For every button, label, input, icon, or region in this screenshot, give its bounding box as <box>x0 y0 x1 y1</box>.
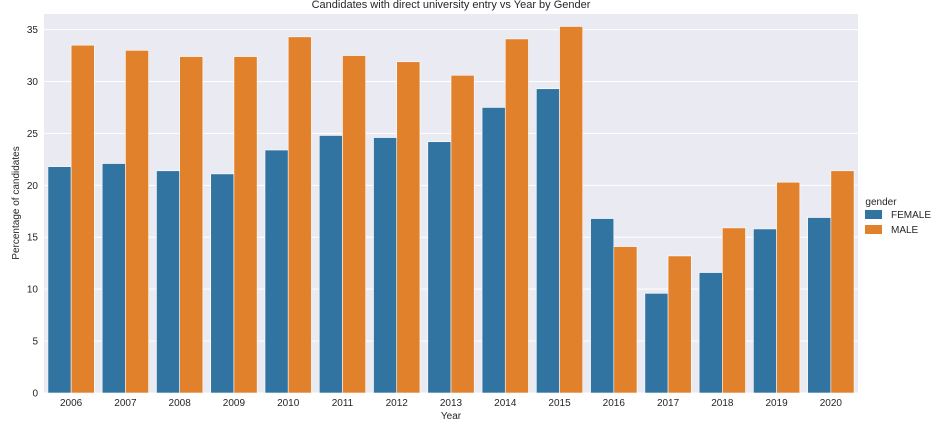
legend-label-male: MALE <box>891 225 919 236</box>
y-tick-label: 10 <box>27 285 39 296</box>
x-tick-label: 2017 <box>657 398 680 409</box>
x-tick-label: 2013 <box>440 398 463 409</box>
y-tick-label: 5 <box>32 337 38 348</box>
bar-male-2007 <box>125 50 149 394</box>
bars <box>47 26 855 394</box>
bar-female-2016 <box>590 218 615 394</box>
legend-title: gender <box>865 197 897 208</box>
bar-female-2013 <box>427 141 452 394</box>
bar-male-2009 <box>233 56 258 394</box>
bar-male-2016 <box>613 246 638 394</box>
bar-female-2019 <box>753 228 777 394</box>
bar-male-2008 <box>179 56 204 394</box>
bar-female-2009 <box>210 173 235 394</box>
x-tick-label: 2012 <box>386 398 409 409</box>
x-axis-title: Year <box>441 411 462 422</box>
bar-female-2015 <box>536 88 560 394</box>
y-axis-title: Percentage of candidates <box>11 146 22 259</box>
bar-male-2011 <box>342 55 366 394</box>
x-tick-label: 2006 <box>60 398 83 409</box>
legend: gender FEMALE MALE <box>865 197 931 236</box>
y-tick-label: 20 <box>27 181 39 192</box>
x-tick-label: 2008 <box>169 398 192 409</box>
bar-female-2017 <box>644 293 669 394</box>
legend-swatch-male <box>865 225 882 234</box>
bar-male-2020 <box>830 170 855 394</box>
bar-female-2012 <box>373 137 398 394</box>
chart-title: Candidates with direct university entry … <box>312 0 591 11</box>
bar-female-2008 <box>156 170 180 394</box>
x-axis-ticks: 2006 2007 2008 2009 2010 2011 2012 2013 2014 2015… <box>60 398 842 409</box>
x-tick-label: 2007 <box>114 398 137 409</box>
x-tick-label: 2009 <box>223 398 246 409</box>
bar-female-2011 <box>318 135 343 394</box>
x-tick-label: 2010 <box>277 398 300 409</box>
bar-male-2012 <box>396 61 421 394</box>
bar-male-2018 <box>722 227 746 394</box>
bar-female-2018 <box>698 272 723 394</box>
bar-male-2015 <box>559 26 584 394</box>
y-tick-label: 25 <box>27 129 39 140</box>
bar-male-2017 <box>667 255 692 394</box>
bar-female-2010 <box>264 149 289 394</box>
bar-female-2006 <box>47 166 72 394</box>
bar-male-2010 <box>287 36 312 394</box>
bar-male-2014 <box>504 38 529 394</box>
x-tick-label: 2015 <box>548 398 571 409</box>
y-axis-ticks: 0 5 10 15 20 25 30 35 <box>27 25 39 399</box>
x-tick-label: 2016 <box>603 398 626 409</box>
x-tick-label: 2019 <box>765 398 788 409</box>
bar-female-2020 <box>807 217 832 394</box>
y-tick-label: 0 <box>32 389 38 400</box>
bar-male-2006 <box>70 44 95 394</box>
y-tick-label: 15 <box>27 233 39 244</box>
x-tick-label: 2018 <box>711 398 734 409</box>
y-tick-label: 30 <box>27 77 39 88</box>
x-tick-label: 2020 <box>820 398 843 409</box>
bar-female-2014 <box>481 107 506 394</box>
x-tick-label: 2011 <box>332 398 354 409</box>
legend-label-female: FEMALE <box>891 210 931 221</box>
bar-female-2007 <box>101 163 126 394</box>
bar-male-2019 <box>776 181 801 394</box>
x-tick-label: 2014 <box>494 398 517 409</box>
legend-swatch-female <box>865 210 882 219</box>
y-tick-label: 35 <box>27 25 39 36</box>
bar-male-2013 <box>450 74 475 394</box>
